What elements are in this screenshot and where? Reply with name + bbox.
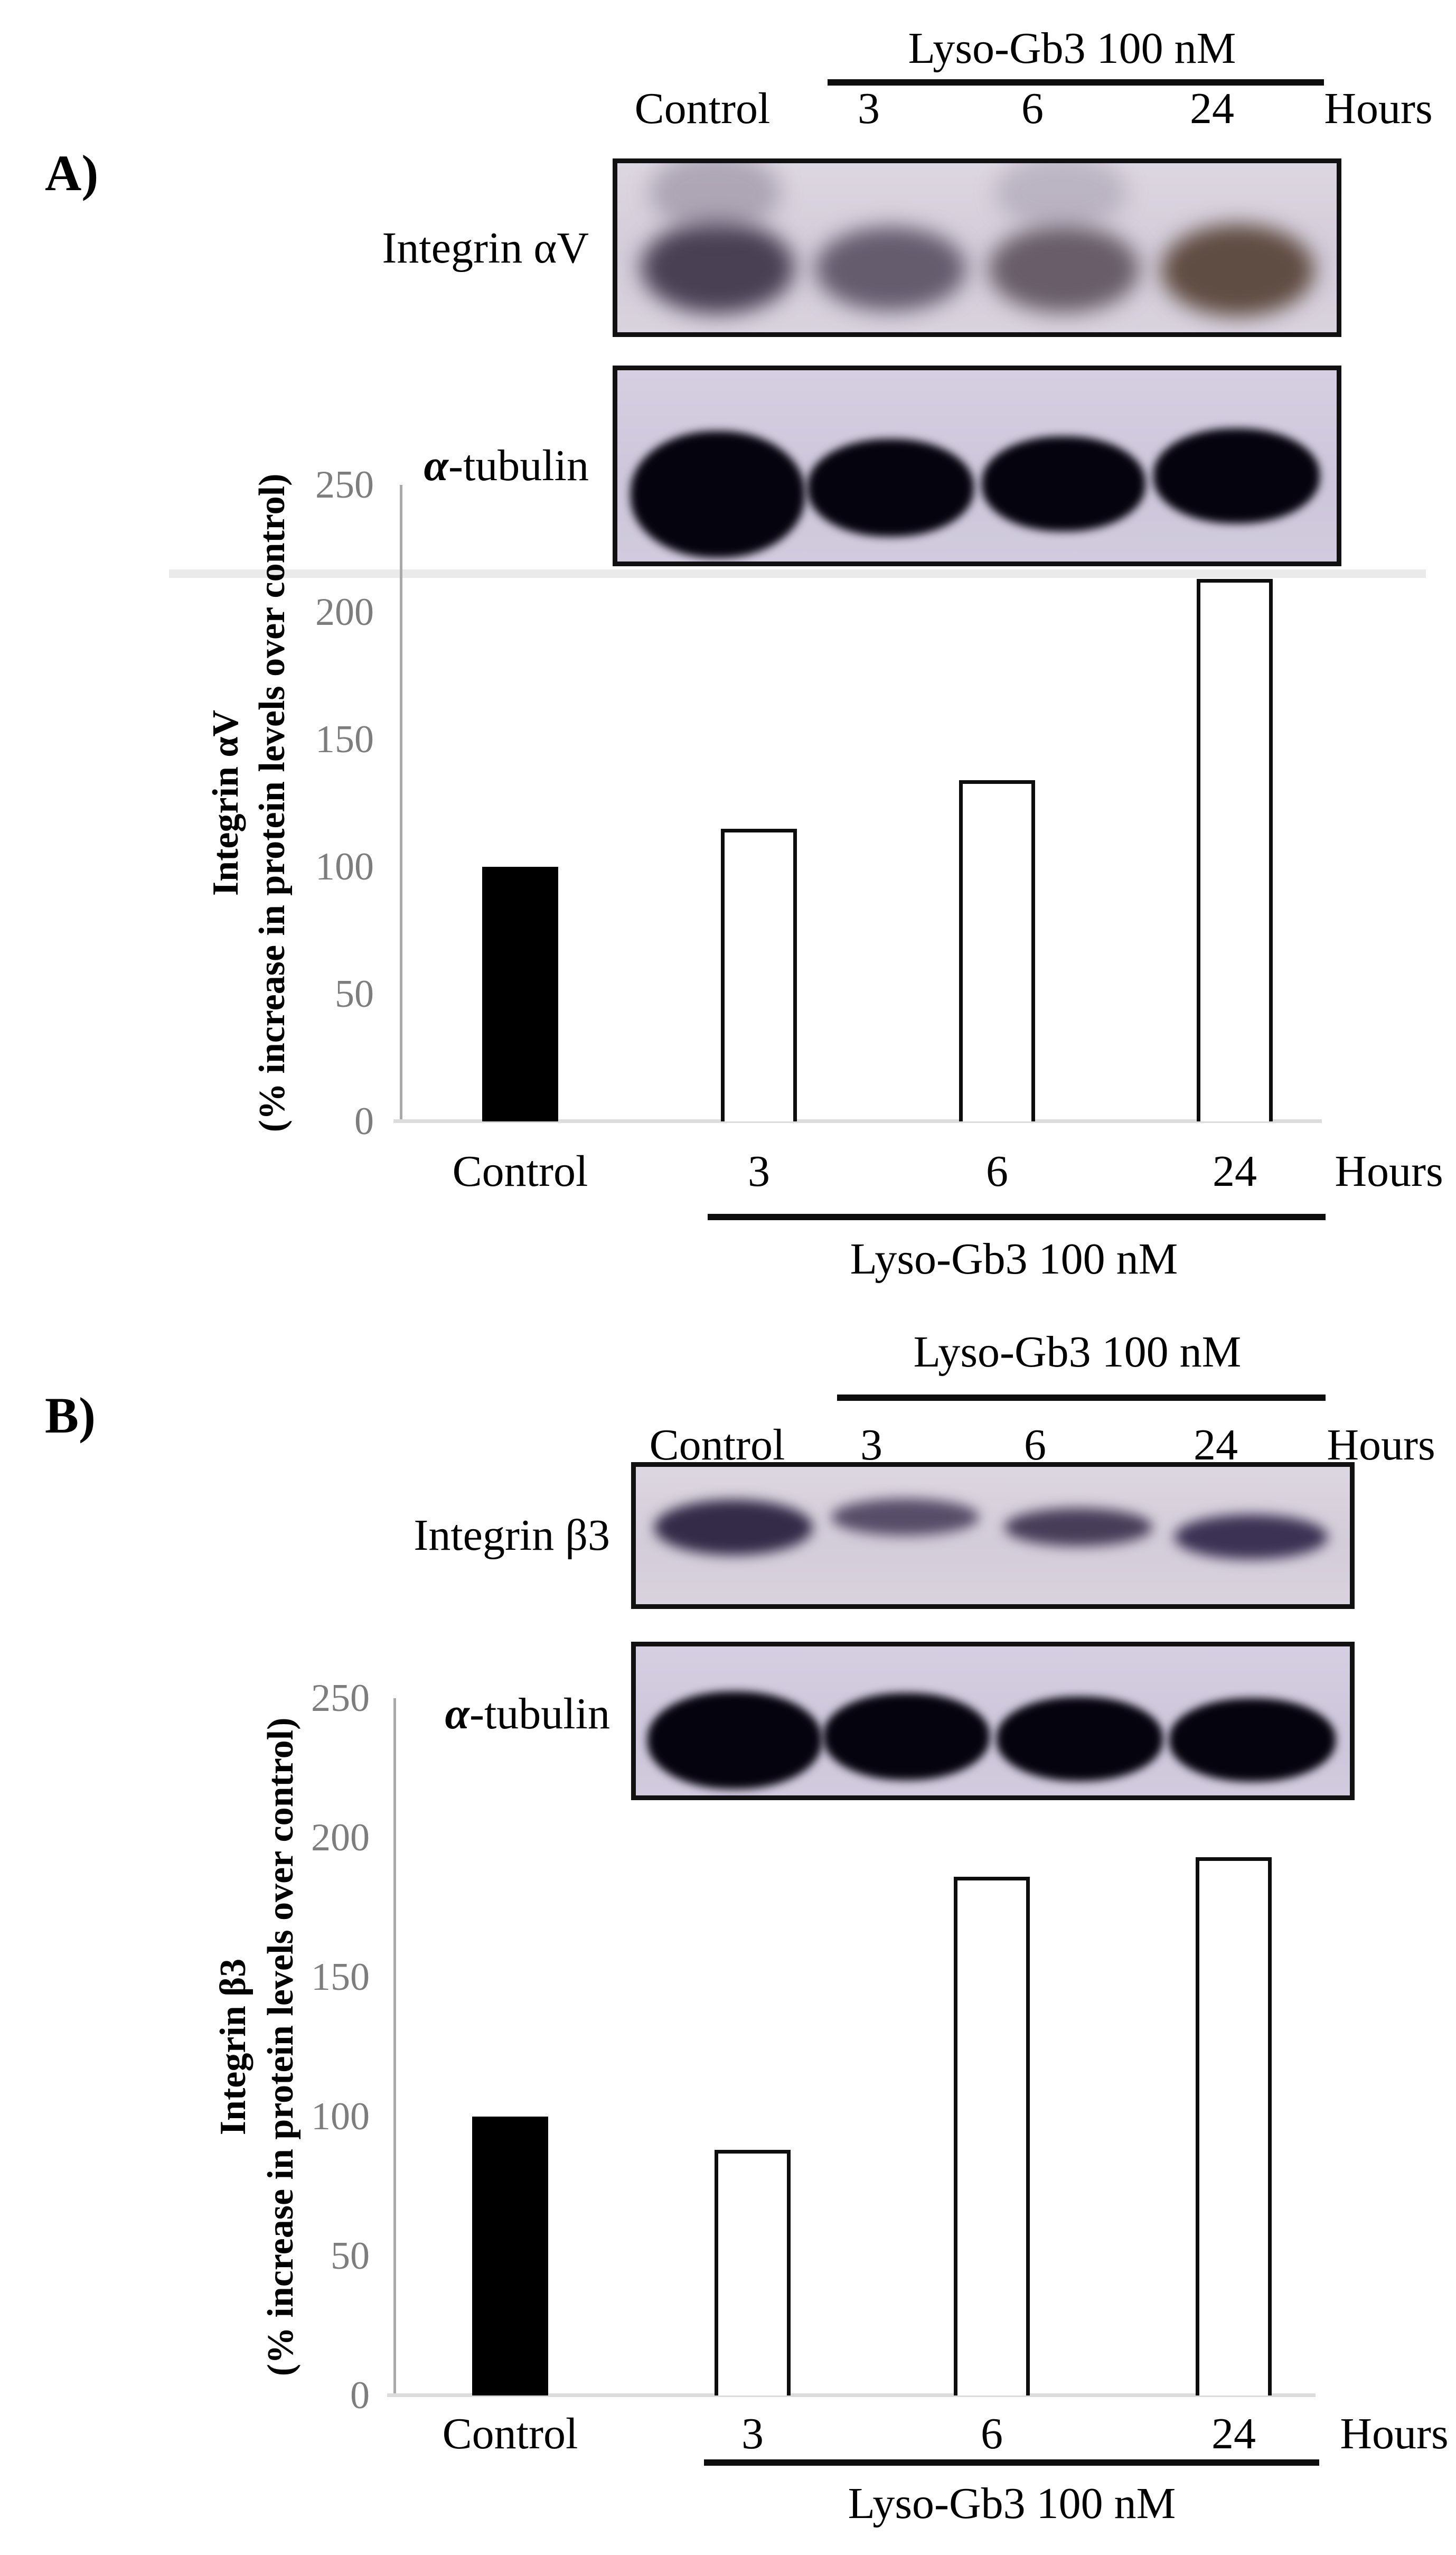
bar-3h [721, 829, 797, 1121]
panel-a-ytick-0: 0 [354, 1100, 374, 1143]
panel-a-tubulin-blot [613, 366, 1341, 566]
panel-b-group-label: Lyso-Gb3 100 nM [848, 2479, 1176, 2528]
panel-b-xlabel-control: Control [442, 2409, 578, 2458]
bar-24h [1196, 1857, 1272, 2395]
panel-b-xlabel-unit: Hours [1340, 2409, 1449, 2458]
scan-artifact [169, 569, 1426, 578]
bar-24h [1197, 579, 1273, 1121]
blot-band [1169, 1698, 1336, 1782]
panel-a-ytick-100: 100 [315, 845, 374, 888]
panel-b-ylabel-line1: Integrin β3 [213, 1958, 253, 2136]
panel-a-lane-unit: Hours [1324, 84, 1433, 133]
bar-6h [954, 1877, 1030, 2395]
panel-a-ylabel-line2: (% increase in protein levels over contr… [252, 473, 293, 1133]
panel-b-tubulin-blot [631, 1642, 1355, 1800]
panel-b-ytick-50: 50 [331, 2234, 370, 2278]
panel-a-xlabel-6: 6 [986, 1147, 1008, 1196]
panel-a-xlabel-24: 24 [1213, 1147, 1257, 1196]
panel-b-ytick-150: 150 [311, 1955, 370, 1999]
panel-a-bar-chart [393, 485, 1322, 1123]
blot-band [1175, 1514, 1328, 1559]
blot-band [631, 431, 805, 558]
panel-b-lane-24h: 24 [1194, 1420, 1238, 1470]
panel-a-group-label: Lyso-Gb3 100 nM [850, 1234, 1178, 1284]
panel-b-xlabel-6: 6 [981, 2409, 1003, 2458]
panel-a-integrin-av-blot [613, 158, 1341, 337]
bar-control [482, 867, 558, 1121]
y-axis-line [400, 485, 402, 1121]
panel-a-blot1-label: Integrin αV [382, 223, 589, 273]
blot-band [654, 1500, 813, 1555]
panel-a-xlabel-3: 3 [748, 1147, 770, 1196]
x-axis-line [387, 2393, 1316, 2397]
panel-a-ytick-200: 200 [315, 591, 374, 634]
bar-6h [959, 780, 1035, 1121]
panel-b-ytick-200: 200 [311, 1816, 370, 1859]
blot-band [815, 227, 966, 311]
blot-band [823, 1693, 990, 1780]
blot-band [649, 163, 781, 232]
blot-band [831, 1499, 979, 1536]
panel-a-ylabel-line1: Integrin αV [205, 709, 246, 896]
panel-b-lane-unit: Hours [1327, 1420, 1435, 1470]
blot-band [641, 221, 794, 314]
panel-a-ytick-250: 250 [315, 463, 374, 507]
panel-b-ytick-0: 0 [350, 2374, 370, 2417]
blot-band [995, 163, 1127, 229]
panel-a-lane-control: Control [634, 84, 771, 133]
panel-a-lane-3h: 3 [858, 84, 880, 133]
panel-a-lane-24h: 24 [1190, 84, 1234, 133]
panel-a-ytick-150: 150 [315, 718, 374, 761]
blot-band [1161, 224, 1314, 316]
panel-a-letter: A) [45, 145, 99, 201]
panel-b-blot2-label: α-tubulin [445, 1689, 610, 1738]
panel-b-integrin-b3-blot [631, 1462, 1355, 1609]
blot-band [1153, 428, 1320, 523]
panel-a-xlabel-control: Control [452, 1147, 588, 1196]
blot-band [647, 1691, 822, 1789]
panel-a-header-underline [828, 79, 1324, 86]
panel-b-treatment-header: Lyso-Gb3 100 nM [913, 1327, 1242, 1377]
panel-a-group-underline [708, 1214, 1326, 1220]
blot-band [1004, 1508, 1152, 1546]
panel-b-xlabel-3: 3 [741, 2409, 764, 2458]
panel-b-lane-6h: 6 [1024, 1420, 1046, 1470]
bar-control [472, 2117, 548, 2395]
panel-b-lane-control: Control [649, 1420, 785, 1470]
blot-band [997, 1697, 1163, 1781]
panel-b-letter: B) [45, 1387, 96, 1444]
panel-a-blot2-label: α-tubulin [424, 441, 589, 490]
panel-b-ytick-250: 250 [311, 1677, 370, 1720]
panel-b-lane-3h: 3 [860, 1420, 882, 1470]
bar-3h [715, 2150, 791, 2395]
panel-b-blot1-label: Integrin β3 [414, 1511, 610, 1560]
panel-b-ylabel-line2: (% increase in protein levels over contr… [260, 1717, 301, 2376]
panel-b-bar-chart [387, 1698, 1316, 2397]
y-axis-line [393, 1698, 396, 2395]
panel-b-header-underline [837, 1395, 1326, 1401]
blot-band [807, 439, 974, 537]
panel-b-group-underline [704, 2459, 1319, 2466]
panel-a-xlabel-unit: Hours [1335, 1147, 1443, 1196]
panel-b-xlabel-24: 24 [1211, 2409, 1256, 2458]
panel-a-treatment-header: Lyso-Gb3 100 nM [908, 24, 1236, 73]
panel-b-ytick-100: 100 [311, 2095, 370, 2138]
panel-a-lane-6h: 6 [1021, 84, 1044, 133]
blot-band [989, 226, 1139, 313]
panel-a-ytick-50: 50 [335, 972, 374, 1016]
blot-band [982, 436, 1145, 531]
x-axis-line [393, 1119, 1322, 1123]
